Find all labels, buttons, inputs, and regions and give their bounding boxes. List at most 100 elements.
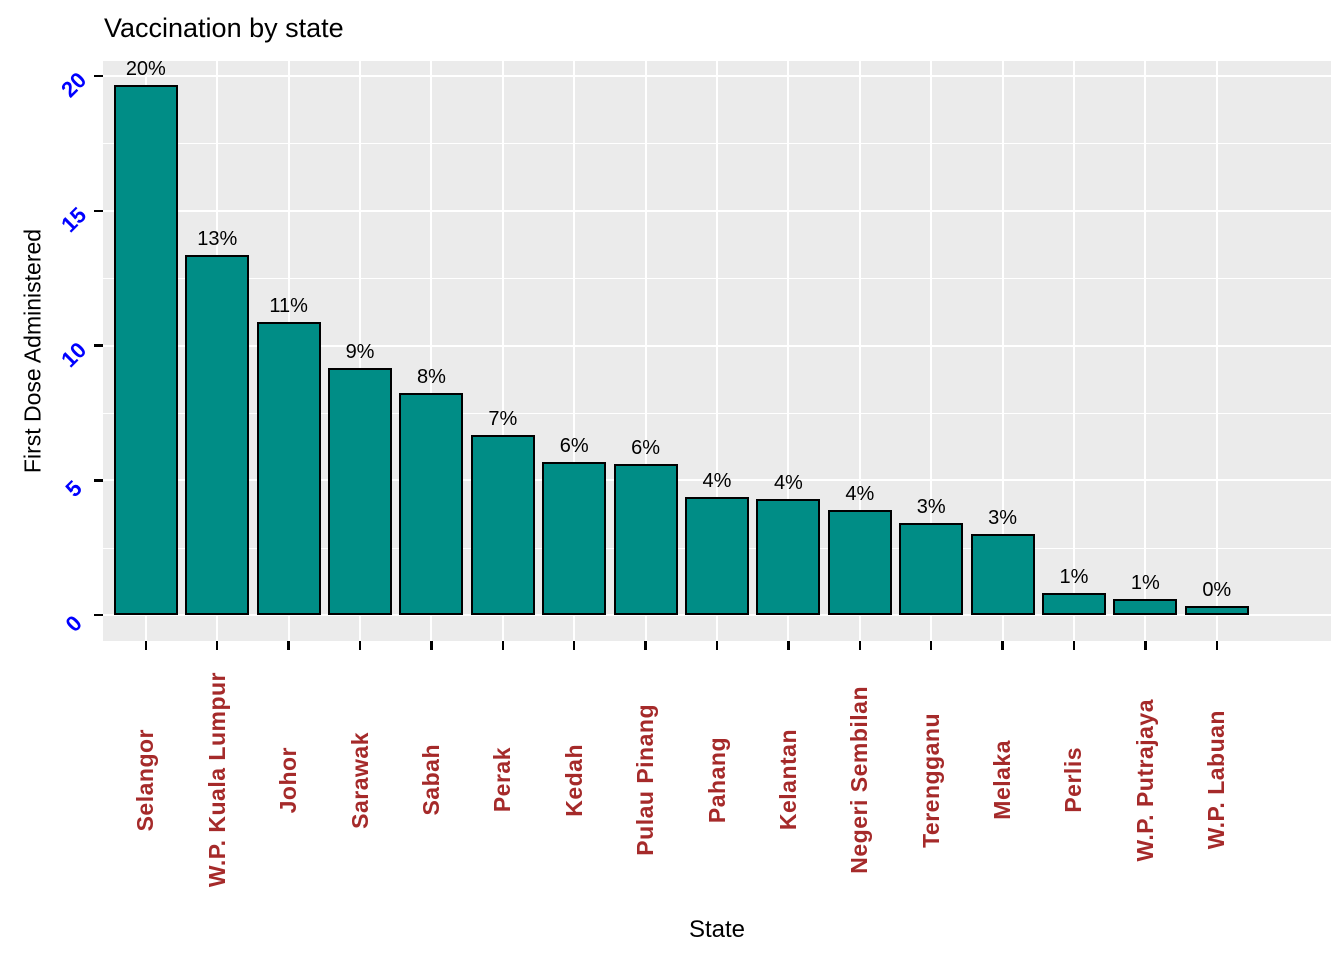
bar — [328, 368, 392, 615]
x-tick-mark — [1215, 641, 1219, 650]
bar-value-label: 20% — [125, 58, 166, 80]
vertical-gridline — [1072, 61, 1075, 641]
x-tick-label-text: Terengganu — [917, 712, 944, 848]
x-tick-label-text: Sarawak — [346, 731, 373, 829]
y-tick-label: 10 — [56, 336, 92, 372]
y-tick-mark — [94, 479, 103, 482]
x-tick-label-text: Kedah — [560, 743, 587, 817]
bar-value-label: 4% — [845, 483, 875, 505]
bar-value-label: 11% — [269, 295, 308, 317]
bar — [756, 499, 820, 615]
x-tick-label: Perlis — [1058, 652, 1090, 908]
y-tick-mark — [94, 344, 103, 347]
y-tick-mark — [94, 74, 103, 78]
x-tick-label-text: Perlis — [1060, 747, 1087, 813]
vertical-gridline — [858, 61, 861, 641]
x-tick-label-text: Kelantan — [774, 729, 801, 831]
x-tick-label: Kedah — [558, 652, 590, 908]
bar — [399, 393, 463, 615]
plot-panel: 20% 13% 11% 9% 8% 7% 6% 6% 4% 4% 4% 3% 3% 1% 1% 0% — [103, 58, 1331, 641]
x-tick-mark — [501, 641, 505, 650]
vertical-gridline — [1215, 61, 1218, 641]
bar — [899, 523, 963, 615]
x-axis-title: State — [688, 916, 746, 943]
x-tick-mark — [929, 641, 933, 650]
x-tick-mark — [1001, 641, 1004, 650]
x-tick-label: Terengganu — [915, 652, 947, 908]
vertical-gridline — [930, 61, 933, 641]
bar — [185, 255, 249, 615]
y-tick-label: 0 — [60, 610, 87, 637]
x-tick-label-text: Melaka — [989, 740, 1016, 820]
x-tick-mark — [287, 641, 290, 650]
y-tick-mark — [94, 209, 103, 212]
x-tick-label-text: Sabah — [417, 744, 444, 816]
x-tick-mark — [787, 641, 790, 650]
bar — [971, 534, 1035, 615]
bar-value-label: 0% — [1202, 579, 1232, 601]
x-tick-label-text: W.P. Labuan — [1203, 710, 1230, 850]
y-tick-label: 5 — [60, 475, 87, 503]
x-tick-label: Pahang — [701, 652, 733, 908]
chart-title: Vaccination by state — [104, 13, 344, 43]
bar — [614, 464, 678, 615]
vertical-gridline — [1001, 61, 1004, 641]
bar — [542, 462, 606, 615]
x-tick-mark — [858, 641, 862, 650]
x-tick-mark — [715, 641, 719, 650]
x-tick-label: Kelantan — [772, 652, 804, 908]
bar-value-label: 13% — [197, 228, 238, 250]
vertical-gridline — [359, 61, 362, 641]
bar-value-label: 4% — [773, 472, 803, 494]
x-tick-mark — [430, 641, 433, 650]
x-tick-mark — [1072, 641, 1076, 650]
bar — [1042, 593, 1106, 615]
bar — [1113, 599, 1177, 615]
x-tick-mark — [1144, 641, 1147, 650]
bar-value-label: 3% — [988, 507, 1018, 529]
x-tick-label: Selangor — [130, 652, 162, 908]
vertical-gridline — [716, 61, 718, 641]
bar — [1185, 606, 1249, 615]
bar — [685, 497, 749, 615]
x-tick-mark — [358, 641, 362, 650]
y-tick-label: 15 — [56, 201, 92, 237]
x-tick-label: Melaka — [987, 652, 1019, 908]
x-tick-label: Sarawak — [344, 652, 376, 908]
x-tick-label: Pulau Pinang — [630, 652, 662, 908]
bar-value-label: 1% — [1059, 566, 1089, 588]
bar — [471, 435, 535, 615]
x-tick-label: Perak — [487, 652, 519, 908]
x-tick-mark — [215, 641, 219, 650]
x-tick-mark — [144, 641, 148, 650]
vertical-gridline — [573, 61, 576, 641]
x-tick-label-text: Selangor — [132, 728, 159, 832]
x-tick-label: W.P. Labuan — [1201, 652, 1233, 908]
x-tick-label: Negeri Sembilan — [844, 652, 876, 908]
y-tick-label: 20 — [56, 67, 92, 103]
x-tick-mark — [572, 641, 576, 650]
bar-value-label: 4% — [702, 470, 732, 492]
bar-value-label: 6% — [559, 435, 589, 457]
x-tick-label-text: W.P. Kuala Lumpur — [203, 672, 230, 888]
vertical-gridline — [501, 61, 504, 641]
bar-value-label: 9% — [345, 341, 375, 363]
y-axis-title: First Dose Administered — [19, 228, 46, 474]
bar — [828, 510, 892, 615]
x-tick-label: W.P. Putrajaya — [1129, 652, 1161, 908]
x-tick-label: W.P. Kuala Lumpur — [201, 652, 233, 908]
bar — [114, 85, 178, 615]
vertical-gridline — [787, 61, 790, 641]
vertical-gridline — [1144, 61, 1147, 641]
x-tick-label-text: Johor — [275, 746, 302, 814]
y-tick-mark — [94, 613, 103, 617]
x-tick-label: Sabah — [415, 652, 447, 908]
bar-value-label: 1% — [1130, 572, 1160, 594]
bar-value-label: 8% — [416, 366, 446, 388]
x-tick-label: Johor — [273, 652, 305, 908]
x-tick-label-text: W.P. Putrajaya — [1131, 698, 1158, 862]
bar-value-label: 6% — [631, 437, 661, 459]
vertical-gridline — [644, 61, 647, 641]
x-tick-label-text: Pahang — [703, 736, 730, 824]
